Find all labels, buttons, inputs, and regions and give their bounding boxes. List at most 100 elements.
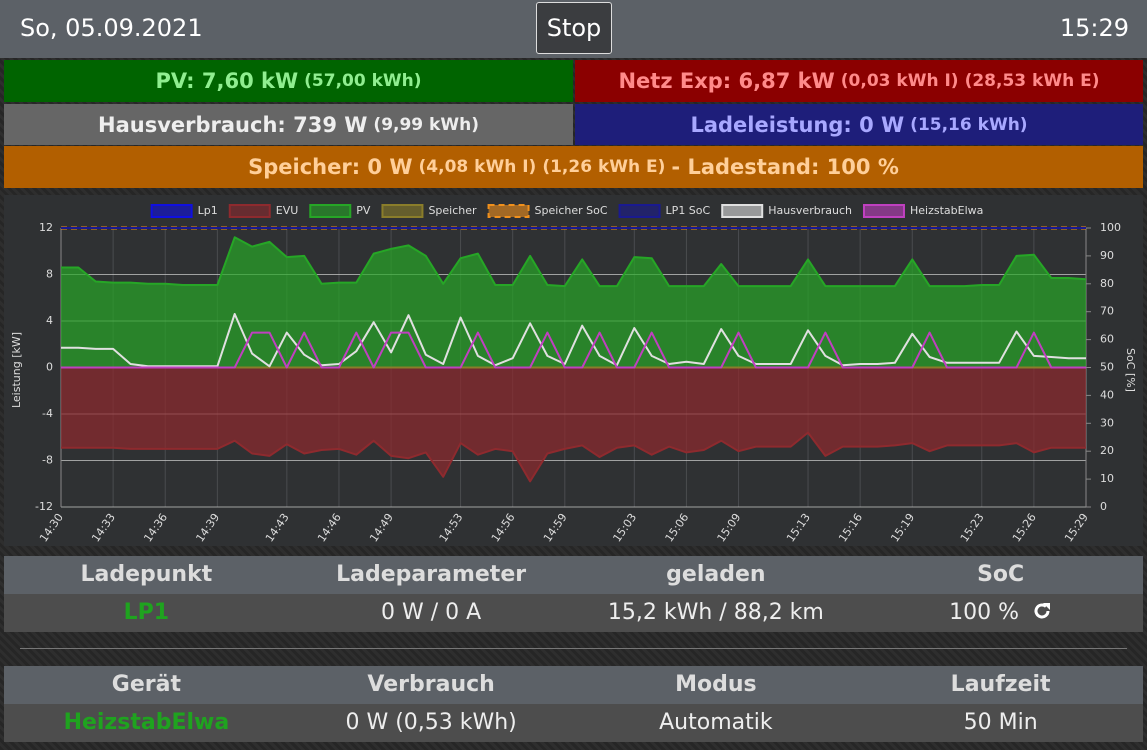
tile-detail: (57,00 kWh)	[304, 71, 422, 91]
x-tick-label: 15:13	[784, 511, 813, 544]
y2-tick-label: 0	[1100, 500, 1107, 513]
refresh-icon[interactable]	[1032, 601, 1052, 621]
legend-item[interactable]: Speicher SoC	[487, 204, 608, 218]
top-bar: So, 05.09.2021 Stop 15:29	[0, 0, 1147, 58]
legend-item[interactable]: HeizstabElwa	[862, 204, 983, 218]
y2-tick-label: 30	[1100, 416, 1114, 429]
column-header: Ladepunkt	[4, 556, 289, 594]
x-tick-label: 15:06	[663, 511, 692, 544]
tile-label: Netz Exp: 6,87 kW	[618, 69, 835, 93]
y2-tick-label: 20	[1100, 444, 1114, 457]
y2-tick-label: 10	[1100, 472, 1114, 485]
charge-tile: Ladeleistung: 0 W (15,16 kWh)	[575, 104, 1143, 145]
x-tick-label: 15:16	[836, 511, 865, 544]
y-tick-label: -12	[35, 500, 53, 513]
column-header: Verbrauch	[288, 666, 574, 704]
x-tick-label: 15:03	[610, 511, 639, 544]
legend-swatch	[381, 204, 424, 218]
cell: 100 %	[949, 600, 1020, 625]
cell: 0 W / 0 A	[288, 594, 574, 632]
cell: Automatik	[573, 704, 859, 742]
column-header: Modus	[573, 666, 859, 704]
cell: LP1	[4, 594, 289, 632]
y2-tick-label: 60	[1100, 333, 1114, 346]
x-tick-label: 14:33	[89, 511, 118, 544]
area-fill	[61, 237, 1086, 368]
series-line	[61, 236, 1087, 288]
tile-detail: (0,03 kWh I)	[840, 71, 959, 91]
tile-detail: (28,53 kWh E)	[964, 71, 1100, 91]
x-tick-label: 15:29	[1062, 511, 1091, 544]
legend-label: Speicher	[428, 204, 477, 217]
tile-label: Hausverbrauch: 739 W	[98, 112, 368, 137]
legend-item[interactable]: PV	[309, 204, 371, 218]
column-header: Laufzeit	[858, 666, 1143, 704]
tile-detail: (9,99 kWh)	[373, 114, 479, 135]
column-header: geladen	[573, 556, 859, 594]
x-tick-label: 14:39	[193, 511, 222, 544]
y2-tick-label: 90	[1100, 249, 1114, 262]
legend-item[interactable]: LP1 SoC	[618, 204, 711, 218]
y-axis-title: Leistung [kW]	[10, 332, 23, 408]
y-tick-label: -4	[42, 407, 53, 420]
column-header: Gerät	[4, 666, 289, 704]
y2-tick-label: 80	[1100, 277, 1114, 290]
tile-label: Ladeleistung: 0 W	[690, 112, 905, 137]
y-tick-label: 8	[46, 268, 53, 281]
y2-tick-label: 100	[1100, 221, 1121, 234]
x-tick-label: 14:59	[541, 511, 570, 544]
legend-item[interactable]: Hausverbrauch	[721, 204, 852, 218]
tile-suffix: - Ladestand: 100 %	[671, 155, 899, 179]
cell: HeizstabElwa	[4, 704, 289, 742]
y-tick-label: -8	[42, 454, 53, 467]
area-fill	[61, 367, 1086, 482]
x-tick-label: 14:49	[367, 511, 396, 544]
chart-panel: Leistung [kW] SoC [%] 14:30 14:33 14:36 14:…	[4, 195, 1143, 546]
x-tick-label: 15:23	[958, 511, 987, 544]
x-tick-label: 15:19	[888, 511, 917, 544]
x-tick-label: 14:46	[315, 511, 344, 544]
legend-label: EVU	[276, 204, 299, 217]
y2-tick-label: 40	[1100, 388, 1114, 401]
chart: Leistung [kW] SoC [%] 14:30 14:33 14:36 14:…	[10, 204, 1137, 544]
legend-swatch	[487, 204, 530, 218]
column-header: SoC	[858, 556, 1143, 594]
date: So, 05.09.2021	[20, 14, 203, 42]
legend-swatch	[862, 204, 905, 218]
x-tick-label: 14:56	[489, 511, 518, 544]
time: 15:29	[1059, 14, 1129, 42]
storage-tile: Speicher: 0 W (4,08 kWh I) (1,26 kWh E) - L…	[4, 146, 1143, 188]
cell: 0 W (0,53 kWh)	[288, 704, 574, 742]
x-tick-label: 15:09	[715, 511, 744, 544]
stop-button[interactable]: Stop	[536, 2, 612, 54]
cell: 15,2 kWh / 88,2 km	[573, 594, 859, 632]
y-tick-label: 12	[39, 221, 53, 234]
legend-item[interactable]: EVU	[228, 204, 299, 218]
legend-label: LP1 SoC	[666, 204, 711, 217]
legend-item[interactable]: Speicher	[381, 204, 477, 218]
tile-label: Speicher: 0 W	[248, 155, 413, 179]
cell-wrap: 100 %	[858, 594, 1143, 632]
series-line	[61, 431, 1086, 483]
legend-swatch	[150, 204, 193, 218]
legend-label: Lp1	[198, 204, 218, 217]
x-tick-label: 14:30	[37, 511, 66, 544]
legend-swatch	[618, 204, 661, 218]
x-tick-label: 14:36	[141, 511, 170, 544]
legend-swatch	[309, 204, 352, 218]
legend-label: HeizstabElwa	[910, 204, 983, 217]
legend-swatch	[721, 204, 764, 218]
device-table: Gerät Verbrauch Modus Laufzeit HeizstabE…	[4, 666, 1143, 742]
legend-label: Hausverbrauch	[768, 204, 852, 217]
y2-tick-label: 50	[1100, 361, 1114, 374]
grid-tile: Netz Exp: 6,87 kW (0,03 kWh I) (28,53 kWh …	[575, 60, 1143, 102]
x-tick-label: 14:53	[437, 511, 466, 544]
legend-item[interactable]: Lp1	[150, 204, 218, 218]
tile-detail: (1,26 kWh E)	[542, 157, 666, 177]
y2-tick-label: 70	[1100, 305, 1114, 318]
tile-label: PV: 7,60 kW	[155, 69, 299, 93]
separator	[20, 648, 1127, 649]
cell: 50 Min	[858, 704, 1143, 742]
x-tick-label: 14:43	[263, 511, 292, 544]
